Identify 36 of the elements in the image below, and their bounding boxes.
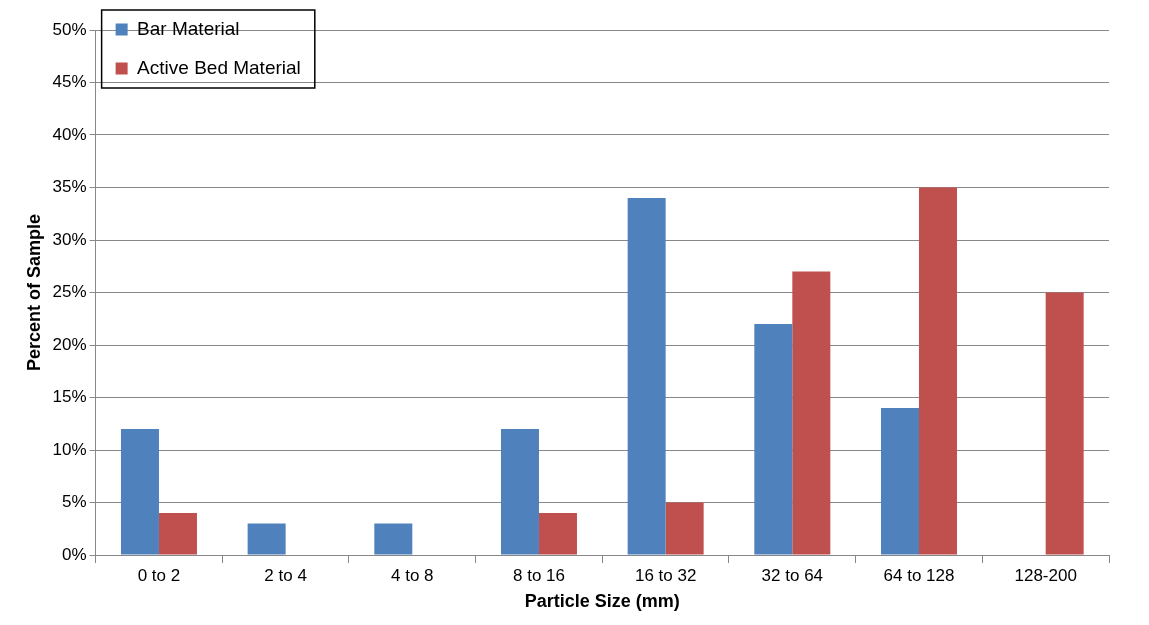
y-tick-label: 5% [62, 492, 87, 512]
bar [880, 408, 919, 555]
bar [1045, 292, 1084, 555]
y-tick-label: 10% [52, 439, 87, 459]
y-tick-label: 50% [52, 19, 87, 39]
y-tick-label: 35% [52, 177, 87, 197]
x-tick-label: 16 to 32 [634, 565, 697, 585]
bar [158, 513, 197, 555]
legend-label: Active Bed Material [137, 56, 301, 78]
bar [918, 187, 957, 555]
y-tick-label: 20% [52, 334, 87, 354]
y-tick-label: 0% [62, 544, 87, 564]
bar [754, 324, 793, 555]
x-tick-label: 64 to 128 [883, 565, 955, 585]
bar [665, 502, 704, 555]
x-tick-label: 2 to 4 [264, 565, 307, 585]
y-tick-label: 30% [52, 229, 87, 249]
x-tick-label: 0 to 2 [137, 565, 181, 585]
y-tick-label: 25% [52, 282, 87, 302]
y-axis-title: Percent of Sample [23, 213, 44, 372]
bar [374, 523, 413, 555]
x-axis-title: Particle Size (mm) [524, 591, 680, 612]
bar [792, 271, 831, 555]
x-tick-label: 4 to 8 [391, 565, 434, 585]
y-tick-label: 40% [52, 124, 87, 144]
x-tick-label: 32 to 64 [761, 565, 824, 585]
y-tick-label: 15% [52, 387, 87, 407]
y-tick-label: 45% [52, 72, 87, 92]
bar [500, 429, 539, 555]
legend-label: Bar Material [137, 17, 240, 39]
bar [538, 513, 577, 555]
x-tick-label: 128-200 [1014, 565, 1077, 585]
bar [627, 198, 666, 555]
bar [247, 523, 286, 555]
x-tick-label: 8 to 16 [512, 565, 565, 585]
bar [120, 429, 159, 555]
